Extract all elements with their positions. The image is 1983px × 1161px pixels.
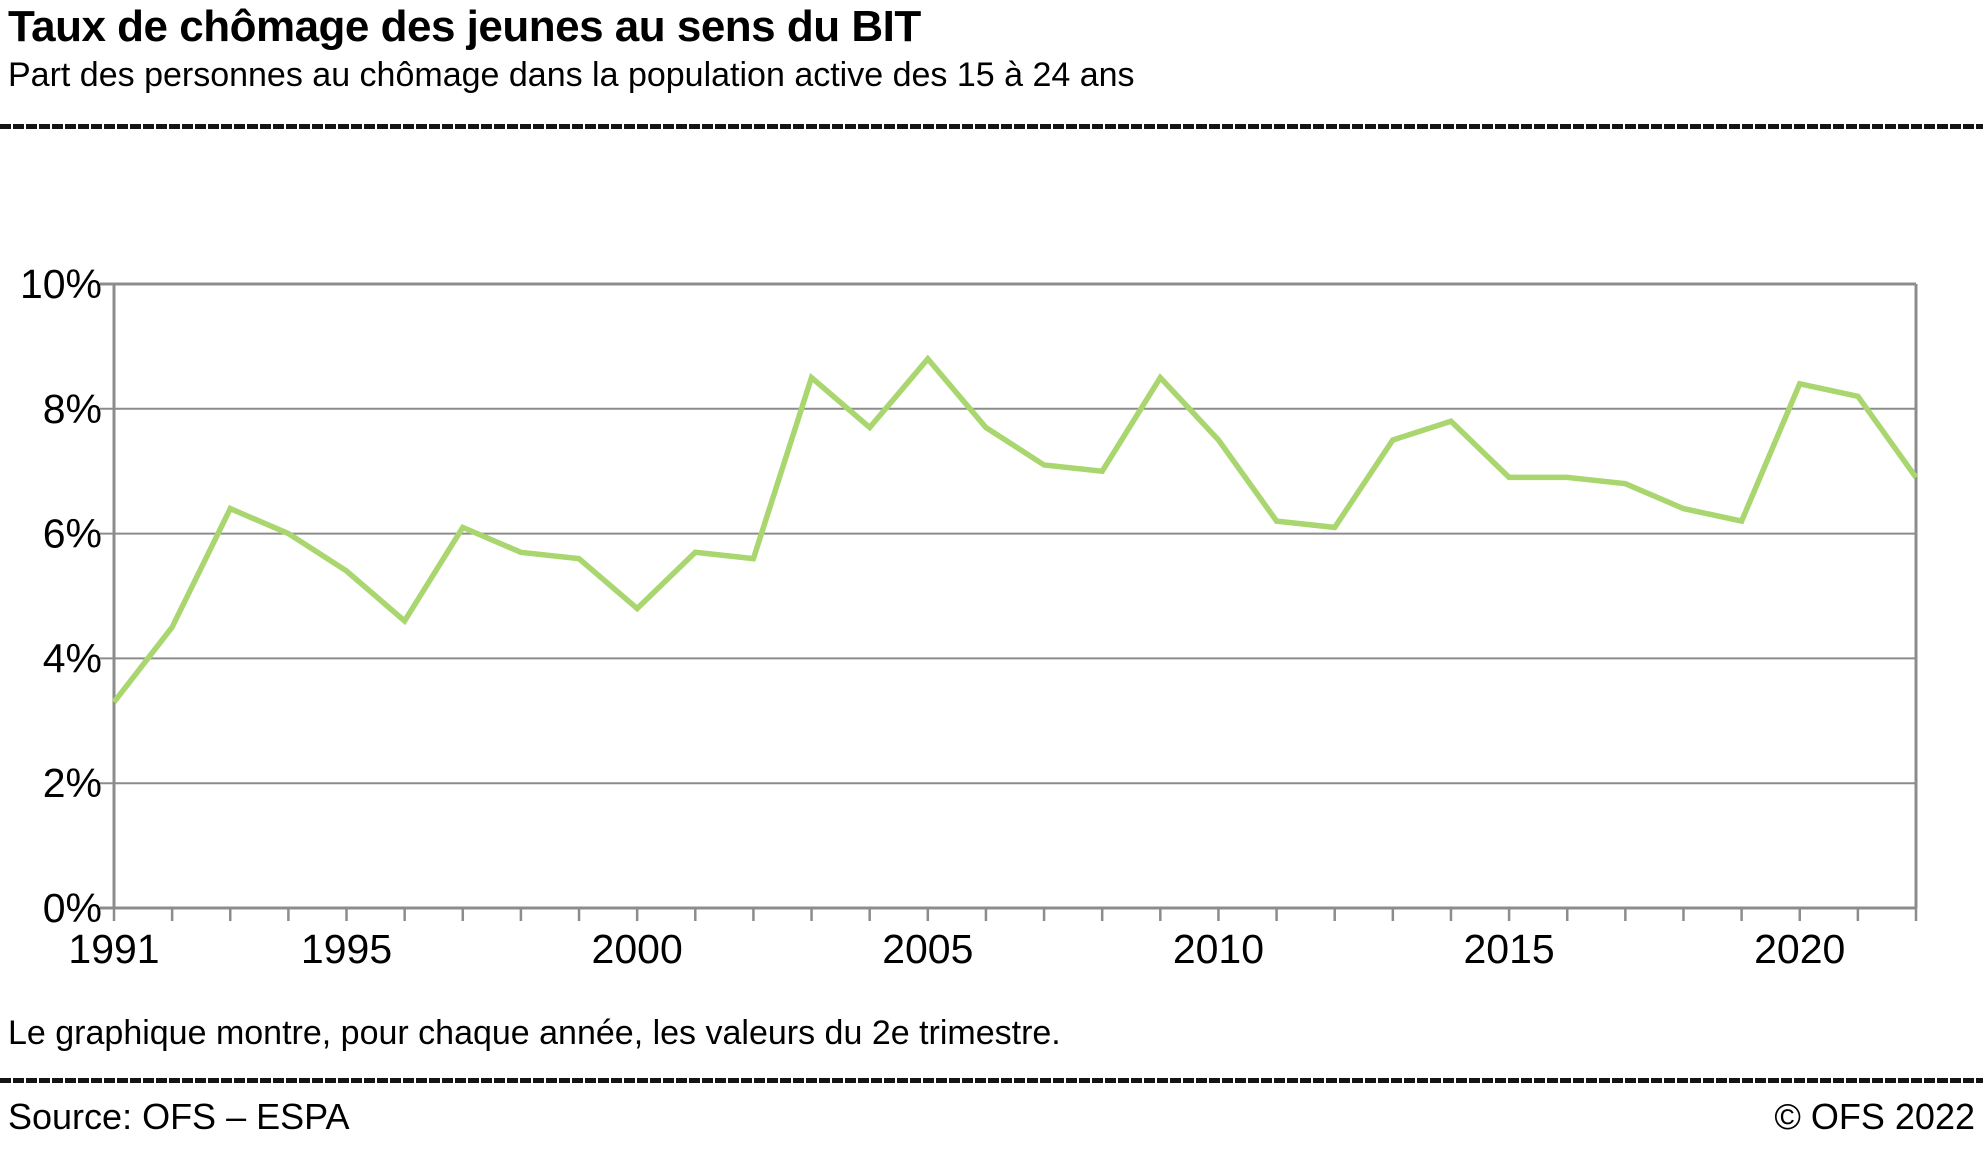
- top-divider-rule: [0, 124, 1983, 129]
- chart-footnote: Le graphique montre, pour chaque année, …: [8, 1014, 1061, 1052]
- x-tick-label: 2020: [1754, 926, 1845, 972]
- x-tick-label: 1991: [68, 926, 159, 972]
- x-tick-label: 2015: [1463, 926, 1554, 972]
- x-tick-label: 2000: [592, 926, 683, 972]
- x-tick-label: 1995: [301, 926, 392, 972]
- y-tick-label: 2%: [43, 760, 102, 806]
- footer-row: Source: OFS – ESPA © OFS 2022: [8, 1096, 1975, 1138]
- data-line-series: [111, 354, 1919, 704]
- y-tick-label: 4%: [43, 635, 102, 681]
- y-tick-label: 10%: [20, 261, 102, 307]
- copyright-label: © OFS 2022: [1774, 1096, 1975, 1137]
- x-tick-label: 2005: [882, 926, 973, 972]
- y-tick-label: 0%: [43, 885, 102, 931]
- x-tick-label: 2010: [1173, 926, 1264, 972]
- source-label: Source: OFS – ESPA: [8, 1096, 350, 1137]
- y-tick-label: 8%: [43, 386, 102, 432]
- y-tick-label: 6%: [43, 511, 102, 557]
- page-subtitle: Part des personnes au chômage dans la po…: [8, 56, 1135, 94]
- bottom-divider-rule: [0, 1078, 1983, 1083]
- page-title: Taux de chômage des jeunes au sens du BI…: [8, 2, 921, 51]
